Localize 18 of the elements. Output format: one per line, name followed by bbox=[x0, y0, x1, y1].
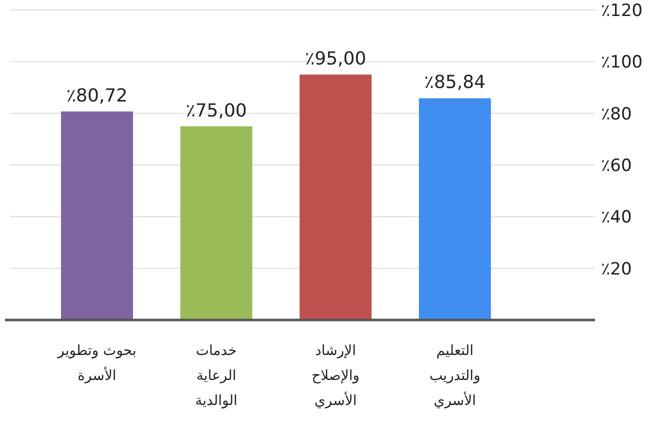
y-tick-label: ٪40 bbox=[601, 208, 632, 228]
bar bbox=[418, 98, 491, 320]
bar bbox=[300, 74, 372, 320]
data-label: ٪80,72 bbox=[66, 85, 128, 106]
x-tick-label: بحوث وتطوير الأسرة bbox=[56, 343, 136, 384]
y-tick-label: ٪80 bbox=[601, 104, 632, 124]
x-tick-label: الإرشاد والإصلاح الأسري bbox=[312, 343, 360, 409]
y-tick-label: ٪120 bbox=[601, 1, 643, 21]
data-label: ٪85,84 bbox=[424, 72, 486, 94]
x-tick-label: خدمات الرعاية الوالدية bbox=[195, 343, 238, 409]
y-tick-label: ٪60 bbox=[601, 156, 632, 176]
y-tick-label: ٪100 bbox=[601, 52, 643, 73]
bar bbox=[180, 126, 252, 320]
data-label: ٪75,00 bbox=[186, 100, 247, 122]
bar bbox=[61, 111, 133, 320]
y-tick-label: ٪20 bbox=[601, 259, 632, 280]
x-tick-label: التعليم والتدريب الأسري bbox=[429, 343, 480, 409]
data-label: ٪95,00 bbox=[305, 48, 366, 70]
